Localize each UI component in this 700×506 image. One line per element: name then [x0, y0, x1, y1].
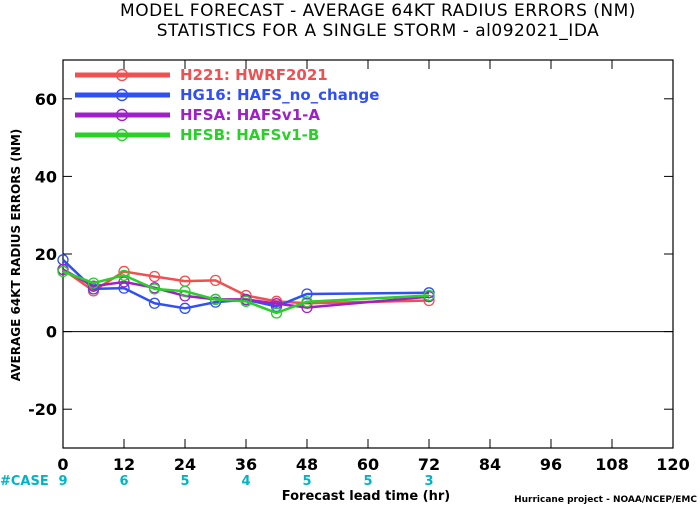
series-line: [62, 268, 430, 305]
case-count: 3: [424, 474, 433, 489]
x-tick-label: 84: [479, 455, 501, 474]
legend-label: HFSB: HAFSv1-B: [180, 126, 319, 144]
legend-label: H221: HWRF2021: [180, 66, 328, 84]
data-point: [148, 297, 161, 309]
y-tick-label: 40: [35, 167, 57, 186]
x-tick-label: 36: [235, 455, 257, 474]
legend-label: HG16: HAFS_no_change: [180, 86, 379, 104]
legend-marker: [115, 68, 129, 82]
data-point: [148, 270, 161, 283]
case-count: 5: [180, 474, 189, 489]
plot-frame: [62, 59, 674, 449]
data-point: [270, 307, 283, 319]
legend-entry: HG16: HAFS_no_change: [75, 86, 379, 104]
series-line: [62, 258, 430, 310]
x-tick-label: 96: [540, 455, 562, 474]
legend-marker: [115, 108, 129, 122]
data-point: [301, 296, 313, 308]
case-count: 9: [58, 474, 67, 489]
x-axis-label: Forecast lead time (hr): [282, 489, 450, 504]
x-tick-label: 108: [595, 455, 628, 474]
data-point: [240, 295, 252, 307]
series-line: [62, 268, 430, 309]
x-tick-label: 48: [296, 455, 318, 474]
credit-text: Hurricane project - NOAA/NCEP/EMC: [514, 495, 697, 505]
data-point: [148, 283, 161, 295]
x-tick-label: 0: [57, 455, 68, 474]
data-point: [270, 298, 283, 310]
data-point: [87, 277, 100, 289]
legend-entry: HFSA: HAFSv1-A: [75, 106, 320, 124]
series-line: [62, 270, 430, 315]
data-point: [57, 265, 69, 278]
data-point: [301, 288, 313, 300]
case-count: 5: [302, 474, 311, 489]
y-tick-label: 60: [35, 90, 57, 109]
legend-entry: HFSB: HAFSv1-B: [75, 126, 319, 144]
legend-label: HFSA: HAFSv1-A: [180, 106, 320, 124]
legend-marker: [115, 88, 129, 102]
chart-subtitle: STATISTICS FOR A SINGLE STORM - al092021…: [157, 21, 599, 41]
data-point: [209, 274, 222, 287]
x-tick-label: 72: [418, 455, 440, 474]
x-tick-label: 60: [357, 455, 379, 474]
data-point: [423, 289, 435, 302]
y-axis-label: AVERAGE 64KT RADIUS ERRORS (NM): [9, 129, 23, 381]
case-row-label: #CASE: [0, 474, 49, 489]
data-point: [209, 296, 222, 308]
series-3: [57, 265, 435, 319]
y-tick-label: 20: [35, 245, 57, 264]
x-tick-label: 12: [113, 455, 135, 474]
y-tick-label: 0: [46, 323, 57, 342]
data-point: [87, 280, 100, 292]
case-count: 6: [119, 474, 128, 489]
legend-entry: H221: HWRF2021: [75, 66, 328, 84]
data-point: [118, 276, 130, 288]
x-tick-label: 24: [174, 455, 196, 474]
data-point: [179, 302, 191, 314]
chart-title: MODEL FORECAST - AVERAGE 64KT RADIUS ERR…: [120, 1, 636, 21]
data-point: [179, 285, 191, 297]
case-count: 5: [363, 474, 372, 489]
data-point: [118, 269, 130, 281]
data-point: [270, 300, 283, 313]
data-point: [209, 293, 222, 306]
case-count: 4: [241, 474, 250, 489]
x-tick-label: 120: [656, 455, 689, 474]
legend-marker: [115, 128, 129, 142]
y-tick-label: -20: [28, 400, 57, 419]
